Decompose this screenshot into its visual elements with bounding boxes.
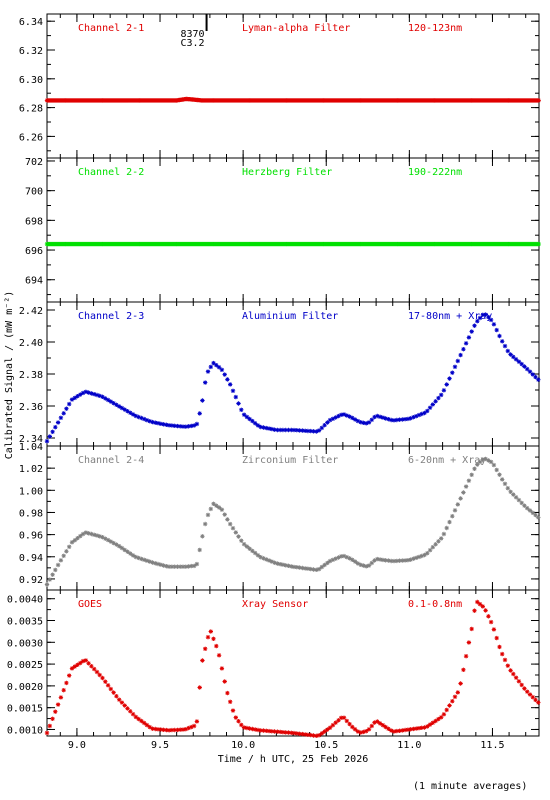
- y-tick-label: 696: [25, 246, 43, 257]
- y-tick-label: 6.30: [19, 75, 43, 86]
- y-tick-label: 6.28: [19, 104, 43, 115]
- y-tick-label: 0.0030: [7, 638, 43, 649]
- y-tick-label: 0.0010: [7, 725, 43, 736]
- y-tick-label: 0.0025: [7, 660, 43, 671]
- panel-band-label: 190-222nm: [408, 167, 462, 178]
- panel-channel-label: Channel 2-4: [78, 455, 144, 466]
- x-tick-label: 11.5: [480, 740, 504, 751]
- y-tick-label: 6.34: [19, 17, 43, 28]
- panel-band-label: 6-20nm + Xray: [408, 455, 486, 466]
- y-tick-label: 0.92: [19, 575, 43, 586]
- y-tick-label: 698: [25, 216, 43, 227]
- panel-3: 2.34 2.36 2.38 2.40 2.42 Channel 2-3 Aluminium…: [19, 301, 541, 447]
- panel-channel-label: Channel 2-2: [78, 167, 144, 178]
- footer-note: (1 minute averages): [413, 781, 528, 792]
- panel-filter-label: Xray Sensor: [242, 599, 308, 610]
- panel-filter-label: Zirconium Filter: [242, 455, 338, 466]
- y-tick-label: 0.0035: [7, 617, 43, 628]
- x-tick-label: 11.0: [397, 740, 421, 751]
- x-axis-title: Time / h UTC, 25 Feb 2026: [218, 754, 369, 765]
- panel-band-label: 0.1-0.8nm: [408, 599, 462, 610]
- y-tick-label: 0.98: [19, 508, 43, 519]
- x-tick-label: 9.5: [151, 740, 169, 751]
- panel-channel-label: Channel 2-1: [78, 23, 144, 34]
- panel-4: 0.92 0.94 0.96 0.98 1.00 1.02 1.04 Channel 2-4 Z…: [19, 442, 541, 591]
- panel-2: 694 696 698 700 702 Channel 2-2 Herzberg Filte…: [25, 157, 541, 303]
- x-tick-label: 10.0: [231, 740, 255, 751]
- data-series-markers: [44, 456, 541, 587]
- flare-annotation-class: C3.2: [180, 38, 204, 49]
- panel-1: 6.26 6.28 6.30 6.32 6.34 Channel 2-1 Lyman-alp…: [19, 13, 541, 159]
- y-tick-label: 0.0015: [7, 704, 43, 715]
- y-tick-label: 2.40: [19, 338, 43, 349]
- y-tick-label: 2.36: [19, 402, 43, 413]
- y-tick-label: 6.32: [19, 46, 43, 57]
- panel-filter-label: Lyman-alpha Filter: [242, 23, 350, 34]
- flare-annotation-id: 8370: [180, 29, 204, 40]
- panel-frame: [46, 301, 540, 447]
- x-tick-label: 10.5: [314, 740, 338, 751]
- y-tick-label: 1.04: [19, 442, 43, 453]
- panel-filter-label: Aluminium Filter: [242, 311, 338, 322]
- panel-5: 0.0010 0.0015 0.0020 0.0025 0.0030 0.0035 0.00…: [7, 589, 541, 738]
- y-axis-title: Calibrated Signal / (mW m⁻²): [4, 291, 15, 460]
- y-tick-label: 0.0020: [7, 682, 43, 693]
- panel-frame: [46, 13, 540, 159]
- y-tick-label: 702: [25, 157, 43, 168]
- panel-frame: [46, 589, 540, 737]
- data-series-markers: [44, 96, 541, 103]
- y-tick-label: 0.0040: [7, 595, 43, 606]
- y-tick-label: 2.34: [19, 434, 43, 445]
- panel-channel-label: GOES: [78, 599, 102, 610]
- panel-filter-label: Herzberg Filter: [242, 167, 332, 178]
- y-tick-label: 0.96: [19, 531, 43, 542]
- data-series-markers: [44, 241, 541, 247]
- panel-band-label: 120-123nm: [408, 23, 462, 34]
- y-tick-label: 694: [25, 276, 43, 287]
- x-tick-label: 9.0: [68, 740, 86, 751]
- data-series-markers: [44, 312, 541, 444]
- panel-channel-label: Channel 2-3: [78, 311, 144, 322]
- y-tick-label: 1.02: [19, 464, 43, 475]
- y-tick-label: 2.42: [19, 306, 43, 317]
- y-tick-label: 700: [25, 187, 43, 198]
- y-tick-label: 2.38: [19, 370, 43, 381]
- data-series-markers: [44, 599, 541, 738]
- panel-frame: [46, 157, 540, 303]
- y-tick-label: 1.00: [19, 486, 43, 497]
- y-tick-label: 0.94: [19, 553, 43, 564]
- panel-band-label: 17-80nm + Xray: [408, 311, 492, 322]
- y-tick-label: 6.26: [19, 132, 43, 143]
